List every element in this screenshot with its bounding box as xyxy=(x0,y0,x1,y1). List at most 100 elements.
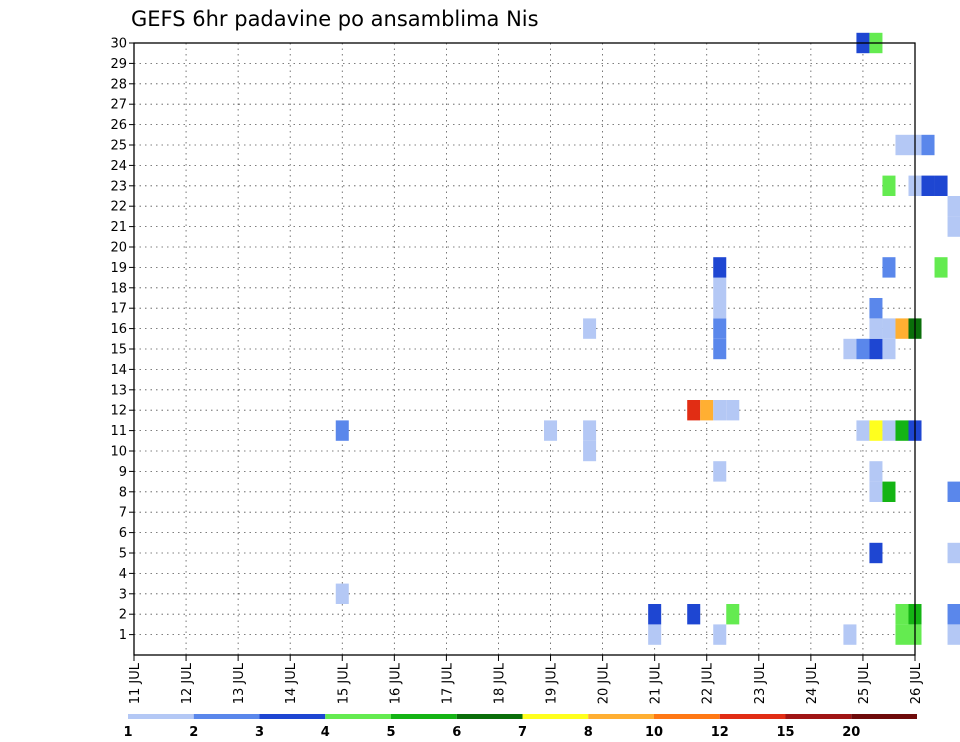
y-tick-label: 11 xyxy=(110,424,127,439)
x-tick-label: 25 JUL xyxy=(857,662,872,704)
heatmap-cell xyxy=(947,196,960,217)
heatmap-cells xyxy=(335,32,960,645)
x-tick-label: 12 JUL xyxy=(180,662,195,704)
y-tick-label: 21 xyxy=(110,220,127,235)
y-tick-label: 18 xyxy=(110,281,127,296)
heatmap-cell xyxy=(947,604,960,625)
x-tick-label: 13 JUL xyxy=(232,662,247,704)
legend-label: 5 xyxy=(386,725,395,740)
x-tick-label: 21 JUL xyxy=(649,662,664,704)
heatmap-cell xyxy=(713,257,727,278)
legend-label: 7 xyxy=(518,725,527,740)
heatmap-cell xyxy=(726,400,740,421)
y-tick-label: 29 xyxy=(110,57,127,72)
heatmap-cell xyxy=(947,481,960,502)
x-axis-ticks: 11 JUL 12 JUL 13 JUL 14 JUL 15 JUL 16 JUL 17 J… xyxy=(128,655,924,704)
heatmap-cell xyxy=(687,604,701,625)
y-tick-label: 30 xyxy=(110,37,127,52)
heatmap-cell xyxy=(895,318,909,339)
heatmap-cell xyxy=(869,420,883,441)
y-tick-label: 10 xyxy=(110,445,127,460)
heatmap-cell xyxy=(713,277,727,298)
y-tick-label: 20 xyxy=(110,241,127,256)
legend-label: 15 xyxy=(776,725,794,740)
heatmap-cell xyxy=(882,175,896,196)
legend-swatch xyxy=(719,714,786,719)
legend-label: 1 xyxy=(123,725,132,740)
y-tick-label: 25 xyxy=(110,139,127,154)
heatmap-cell xyxy=(947,216,960,237)
y-tick-label: 27 xyxy=(110,98,127,113)
legend-swatch xyxy=(259,714,326,719)
heatmap-cell xyxy=(895,420,909,441)
heatmap-cell xyxy=(713,338,727,360)
heatmap-cell xyxy=(713,400,727,421)
y-tick-label: 23 xyxy=(110,179,127,194)
heatmap-cell xyxy=(895,624,909,645)
heatmap-cell xyxy=(856,338,870,360)
legend-label: 6 xyxy=(452,725,461,740)
legend-swatch xyxy=(785,714,852,719)
y-tick-label: 1 xyxy=(119,628,127,643)
y-tick-label: 12 xyxy=(110,404,127,419)
y-tick-label: 17 xyxy=(110,302,127,317)
legend-swatch xyxy=(522,714,589,719)
heatmap-cell xyxy=(335,583,349,604)
heatmap-cell xyxy=(687,400,701,421)
y-tick-label: 15 xyxy=(110,343,127,358)
color-legend: 1 2 3 4 5 6 7 8 10 12 15 20 xyxy=(123,714,917,740)
heatmap-cell xyxy=(869,461,883,482)
heatmap-cell xyxy=(856,420,870,441)
heatmap-cell xyxy=(869,338,883,360)
heatmap-cell xyxy=(648,624,662,645)
legend-swatch xyxy=(128,714,194,719)
y-tick-label: 14 xyxy=(110,363,127,378)
heatmap-cell xyxy=(726,604,740,625)
heatmap-cell xyxy=(921,175,935,196)
legend-swatch xyxy=(654,714,720,719)
y-tick-label: 8 xyxy=(119,485,127,500)
y-tick-label: 4 xyxy=(119,567,127,582)
heatmap-cell xyxy=(882,338,896,360)
y-tick-label: 3 xyxy=(119,587,127,602)
x-tick-label: 14 JUL xyxy=(284,662,299,704)
x-tick-label: 16 JUL xyxy=(388,662,403,704)
y-tick-label: 6 xyxy=(119,526,127,541)
chart-title: GEFS 6hr padavine po ansamblima Nis xyxy=(131,7,539,31)
y-tick-label: 5 xyxy=(119,547,127,562)
legend-swatch xyxy=(851,714,917,719)
heatmap-cell xyxy=(882,420,896,441)
heatmap-cell xyxy=(934,257,948,278)
heatmap-cell xyxy=(934,175,948,196)
y-tick-label: 28 xyxy=(110,77,127,92)
legend-swatch xyxy=(325,714,391,719)
heatmap-cell xyxy=(583,318,597,339)
heatmap-cell xyxy=(335,420,349,441)
heatmap-cell xyxy=(583,420,597,441)
x-tick-label: 11 JUL xyxy=(128,662,143,704)
legend-swatch xyxy=(391,714,457,719)
legend-swatch xyxy=(588,714,654,719)
y-tick-label: 26 xyxy=(110,118,127,133)
heatmap-cell xyxy=(583,440,597,462)
x-tick-label: 24 JUL xyxy=(805,662,820,704)
legend-swatch xyxy=(456,714,523,719)
heatmap-cell xyxy=(700,400,714,421)
heatmap-cell xyxy=(882,481,896,502)
heatmap-cell xyxy=(843,338,857,360)
heatmap-cell xyxy=(895,134,909,156)
heatmap-cell xyxy=(544,420,558,441)
heatmap-cell xyxy=(895,604,909,625)
heatmap-cell xyxy=(869,481,883,502)
legend-label: 20 xyxy=(842,725,860,740)
y-tick-label: 16 xyxy=(110,322,127,337)
y-tick-label: 13 xyxy=(110,383,127,398)
legend-label: 4 xyxy=(321,725,330,740)
heatmap-cell xyxy=(713,318,727,339)
legend-label: 12 xyxy=(711,725,729,740)
x-tick-label: 20 JUL xyxy=(597,662,612,704)
heatmap-cell xyxy=(869,298,883,319)
x-tick-label: 18 JUL xyxy=(493,662,508,704)
heatmap-cell xyxy=(882,257,896,278)
y-tick-label: 9 xyxy=(119,465,127,480)
